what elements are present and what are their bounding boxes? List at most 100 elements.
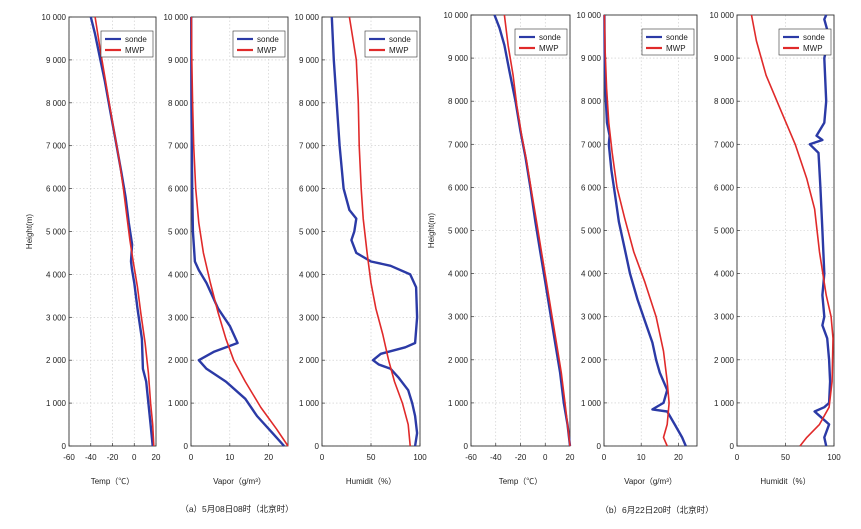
x-tick-label: -40 [85, 453, 97, 462]
series-line-sonde [808, 14, 832, 447]
x-tick-label: -60 [63, 453, 75, 462]
y-tick-label: 1 000 [448, 399, 469, 408]
legend-label-sonde: sonde [803, 33, 825, 42]
y-tick-label: 0 [184, 442, 189, 451]
y-tick-label: 10 000 [42, 13, 67, 22]
chart-panel: 0 1 000 2 000 3 000 4 000 5 000 6 000 7 000 8 00… [164, 13, 289, 486]
caption-a: （a）5月08日08时（北京时） [180, 504, 293, 514]
x-axis-label: Vapor（g/m³） [624, 477, 677, 486]
y-tick-label: 5 000 [168, 228, 189, 237]
y-tick-label: 8 000 [714, 97, 735, 106]
series-line-mwp [750, 14, 834, 447]
y-axis-label: Height(m) [25, 214, 34, 249]
legend-label-sonde: sonde [539, 33, 561, 42]
legend-label-mwp: MWP [666, 44, 686, 53]
y-tick-label: 0 [315, 442, 320, 451]
x-tick-label: 0 [320, 453, 325, 462]
y-tick-label: 1 000 [46, 399, 67, 408]
series-line-mwp [94, 16, 155, 447]
y-tick-label: 6 000 [168, 185, 189, 194]
series-line-mwp [603, 14, 670, 447]
legend-label-mwp: MWP [539, 44, 559, 53]
y-tick-label: 10 000 [577, 11, 602, 20]
y-tick-label: 3 000 [168, 313, 189, 322]
x-axis-label: Humidit（%） [760, 477, 810, 486]
legend: sonde MWP [232, 30, 286, 58]
legend-box [778, 28, 832, 56]
y-tick-label: 5 000 [581, 227, 602, 236]
y-tick-label: 2 000 [448, 356, 469, 365]
y-tick-label: 10 000 [710, 11, 735, 20]
y-tick-label: 5 000 [714, 227, 735, 236]
y-tick-label: 7 000 [448, 140, 469, 149]
y-tick-label: 5 000 [46, 228, 67, 237]
x-tick-label: 10 [225, 453, 234, 462]
legend-box [514, 28, 568, 56]
y-tick-label: 9 000 [714, 54, 735, 63]
series-line-mwp [503, 14, 571, 447]
y-tick-label: 7 000 [299, 142, 320, 151]
legend-label-mwp: MWP [803, 44, 823, 53]
y-tick-label: 3 000 [581, 313, 602, 322]
y-tick-label: 10 000 [164, 13, 189, 22]
y-tick-label: 6 000 [448, 183, 469, 192]
y-tick-label: 7 000 [581, 140, 602, 149]
series-line-mwp [348, 16, 411, 447]
legend-label-mwp: MWP [389, 46, 409, 55]
y-tick-label: 5 000 [299, 228, 320, 237]
y-tick-label: 0 [730, 442, 735, 451]
x-tick-label: 0 [735, 453, 740, 462]
y-tick-label: 7 000 [168, 142, 189, 151]
y-tick-label: 4 000 [581, 270, 602, 279]
y-tick-label: 1 000 [168, 399, 189, 408]
series-line-sonde [603, 14, 687, 447]
y-tick-label: 8 000 [168, 99, 189, 108]
x-tick-label: 50 [781, 453, 790, 462]
y-tick-label: 2 000 [714, 356, 735, 365]
panels: 0 1 000 2 000 3 000 4 000 5 000 6 000 7 000 8 00… [25, 11, 841, 486]
y-axis-label: Height(m) [427, 213, 436, 248]
chart-panel: 0 1 000 2 000 3 000 4 000 5 000 6 000 7 000 8 00… [295, 13, 428, 486]
y-tick-label: 2 000 [299, 356, 320, 365]
legend: sonde MWP [778, 28, 832, 56]
y-tick-label: 4 000 [448, 270, 469, 279]
x-tick-label: 100 [413, 453, 427, 462]
y-tick-label: 2 000 [46, 356, 67, 365]
x-tick-label: 20 [674, 453, 683, 462]
legend-box [364, 30, 418, 58]
y-tick-label: 3 000 [448, 313, 469, 322]
chart-panel: 0 1 000 2 000 3 000 4 000 5 000 6 000 7 000 8 00… [710, 11, 842, 486]
legend-label-sonde: sonde [666, 33, 688, 42]
chart-panel: 0 1 000 2 000 3 000 4 000 5 000 6 000 7 000 8 00… [25, 13, 161, 486]
series-line-sonde [493, 14, 572, 447]
y-tick-label: 7 000 [714, 140, 735, 149]
y-tick-label: 4 000 [168, 270, 189, 279]
legend: sonde MWP [364, 30, 418, 58]
x-tick-label: 50 [367, 453, 376, 462]
x-axis-label: Vapor（g/m³） [213, 477, 266, 486]
y-tick-label: 2 000 [168, 356, 189, 365]
x-tick-label: 10 [637, 453, 646, 462]
y-tick-label: 4 000 [299, 270, 320, 279]
x-tick-label: -60 [465, 453, 477, 462]
legend-label-mwp: MWP [125, 46, 145, 55]
y-tick-label: 6 000 [581, 183, 602, 192]
y-tick-label: 8 000 [448, 97, 469, 106]
x-tick-label: 0 [602, 453, 607, 462]
y-tick-label: 3 000 [46, 313, 67, 322]
legend-label-mwp: MWP [257, 46, 277, 55]
y-tick-label: 8 000 [581, 97, 602, 106]
x-tick-label: 100 [827, 453, 841, 462]
x-tick-label: -20 [107, 453, 119, 462]
y-tick-label: 6 000 [714, 183, 735, 192]
legend: sonde MWP [100, 30, 154, 58]
legend-box [100, 30, 154, 58]
y-tick-label: 7 000 [46, 142, 67, 151]
y-tick-label: 6 000 [46, 185, 67, 194]
x-axis-label: Temp（℃） [91, 477, 135, 486]
y-tick-label: 1 000 [299, 399, 320, 408]
y-tick-label: 0 [464, 442, 469, 451]
legend-label-sonde: sonde [125, 35, 147, 44]
legend: sonde MWP [641, 28, 695, 56]
